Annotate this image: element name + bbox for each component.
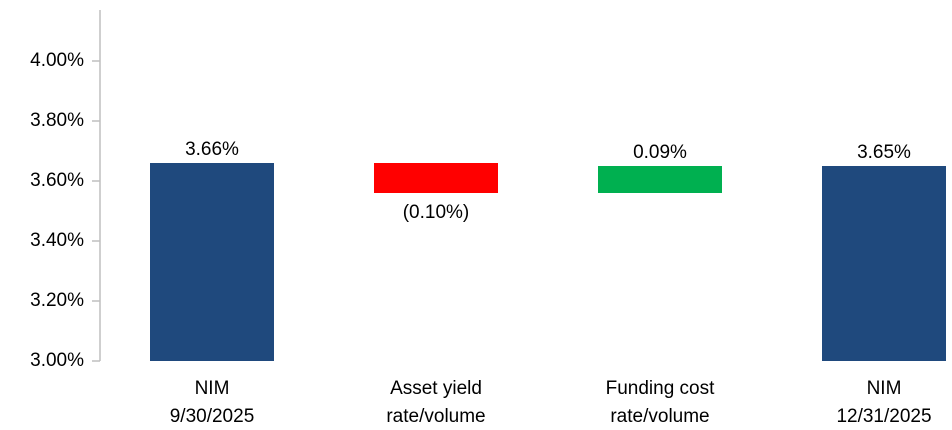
y-tick-label: 3.80% [30,110,84,131]
x-tick-label: Asset yield [390,378,482,399]
bar [598,166,722,193]
data-label: 3.66% [185,139,239,160]
y-tick-label: 3.60% [30,170,84,191]
x-tick-label: rate/volume [386,406,485,427]
x-tick-label: 12/31/2025 [836,406,931,427]
y-tick-label: 3.40% [30,230,84,251]
data-label: (0.10%) [403,202,470,223]
x-tick-label: NIM [195,378,230,399]
x-tick-label: rate/volume [610,406,709,427]
y-tick-label: 4.00% [30,50,84,71]
bar [822,166,946,361]
y-tick-label: 3.00% [30,350,84,371]
data-label: 3.65% [857,142,911,163]
bar [150,163,274,361]
x-tick-label: 9/30/2025 [170,406,255,427]
bar [374,163,498,193]
y-tick-label: 3.20% [30,290,84,311]
x-tick-label: NIM [867,378,902,399]
data-label: 0.09% [633,142,687,163]
x-tick-label: Funding cost [606,378,716,399]
